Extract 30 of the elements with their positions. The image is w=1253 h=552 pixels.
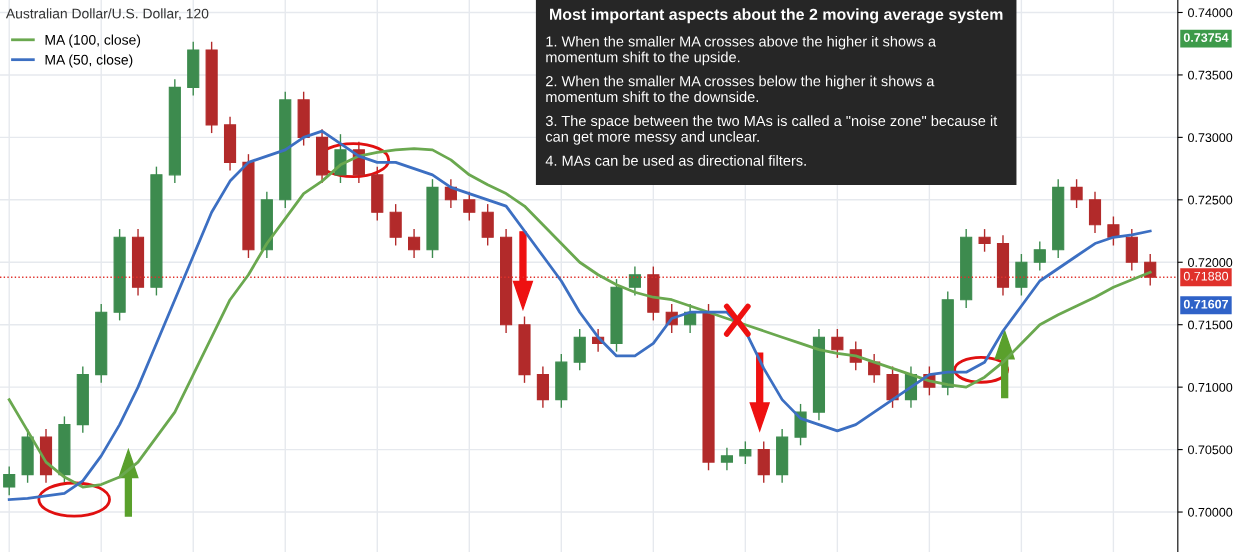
text: 0.73754: [1183, 33, 1229, 43]
y-tick-label: 0.72000: [1188, 258, 1233, 267]
annotation: 4. MAs can be used as directional filters.: [545, 155, 806, 166]
candlestick: [3, 466, 16, 496]
y-tick-label: 0.73500: [1188, 70, 1233, 80]
candlestick: [831, 329, 844, 358]
ref-line-label: 0.71880: [1183, 271, 1229, 281]
annotation: 2. When the smaller MA crosses below the higher it shows a momentum shift to the downside.: [546, 75, 935, 103]
y-tick-label: 0.73000: [1188, 133, 1233, 143]
text: 0.71607: [1183, 299, 1229, 309]
annotation: 1. When the smaller MA crosses above the higher it shows a momentum shift to the upside.: [546, 35, 937, 66]
y-tick-label: 0.74000: [1188, 8, 1233, 18]
y-tick-label: 0.71000: [1188, 382, 1233, 392]
y-tick-label: 0.70000: [1188, 507, 1233, 517]
legend-label: MA (50, close): [45, 54, 133, 68]
y-tick-label: 0.71500: [1188, 320, 1233, 330]
text: Australian Dollar/U.S. Dollar, 120: [5, 8, 209, 21]
candlestick: [628, 266, 641, 296]
legend-label: MA (100, close): [45, 34, 141, 48]
candlestick: [978, 229, 991, 252]
candlestick: [1107, 216, 1120, 246]
annotation: Most important aspects about the 2 moving average system: [550, 8, 1003, 24]
candlestick: [739, 441, 752, 465]
candlestick: [1070, 179, 1083, 209]
candlestick: [408, 229, 421, 258]
y-tick-label: 0.70500: [1188, 445, 1233, 455]
candlestick: [1033, 241, 1046, 271]
candlestick: [720, 447, 734, 471]
annotation: 3. The space between the two MAs is called a "noise zone" because it can get more messy and unclear.: [545, 115, 998, 145]
y-tick-label: 0.72500: [1188, 195, 1233, 205]
